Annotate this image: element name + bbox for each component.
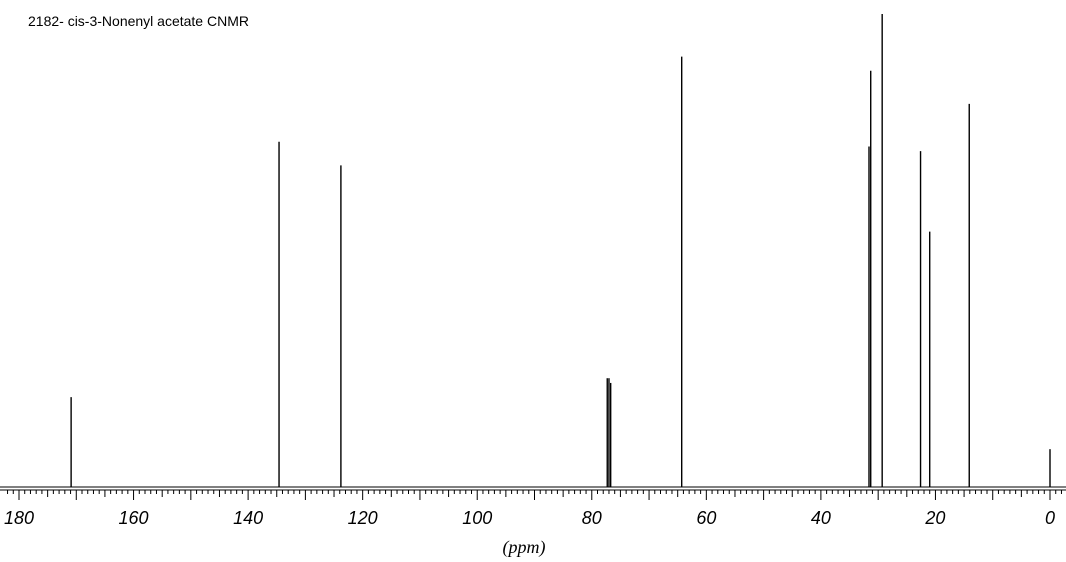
x-tick-label: 0: [1045, 508, 1055, 528]
x-tick-label: 120: [348, 508, 378, 528]
x-axis: 180 160 140 120 100 80 60 40 20 0: [0, 489, 1066, 528]
x-tick-label: 40: [811, 508, 831, 528]
x-axis-label: (ppm): [503, 537, 546, 558]
chart-title: 2182- cis-3-Nonenyl acetate CNMR: [28, 13, 249, 29]
x-tick-label: 80: [582, 508, 602, 528]
x-tick-label: 20: [924, 508, 945, 528]
x-tick-label: 100: [462, 508, 492, 528]
x-tick-label: 140: [233, 508, 263, 528]
x-tick-label: 180: [4, 508, 34, 528]
x-tick-label: 160: [119, 508, 149, 528]
spectrum-peaks: [0, 14, 1066, 488]
x-tick-label: 60: [696, 508, 716, 528]
